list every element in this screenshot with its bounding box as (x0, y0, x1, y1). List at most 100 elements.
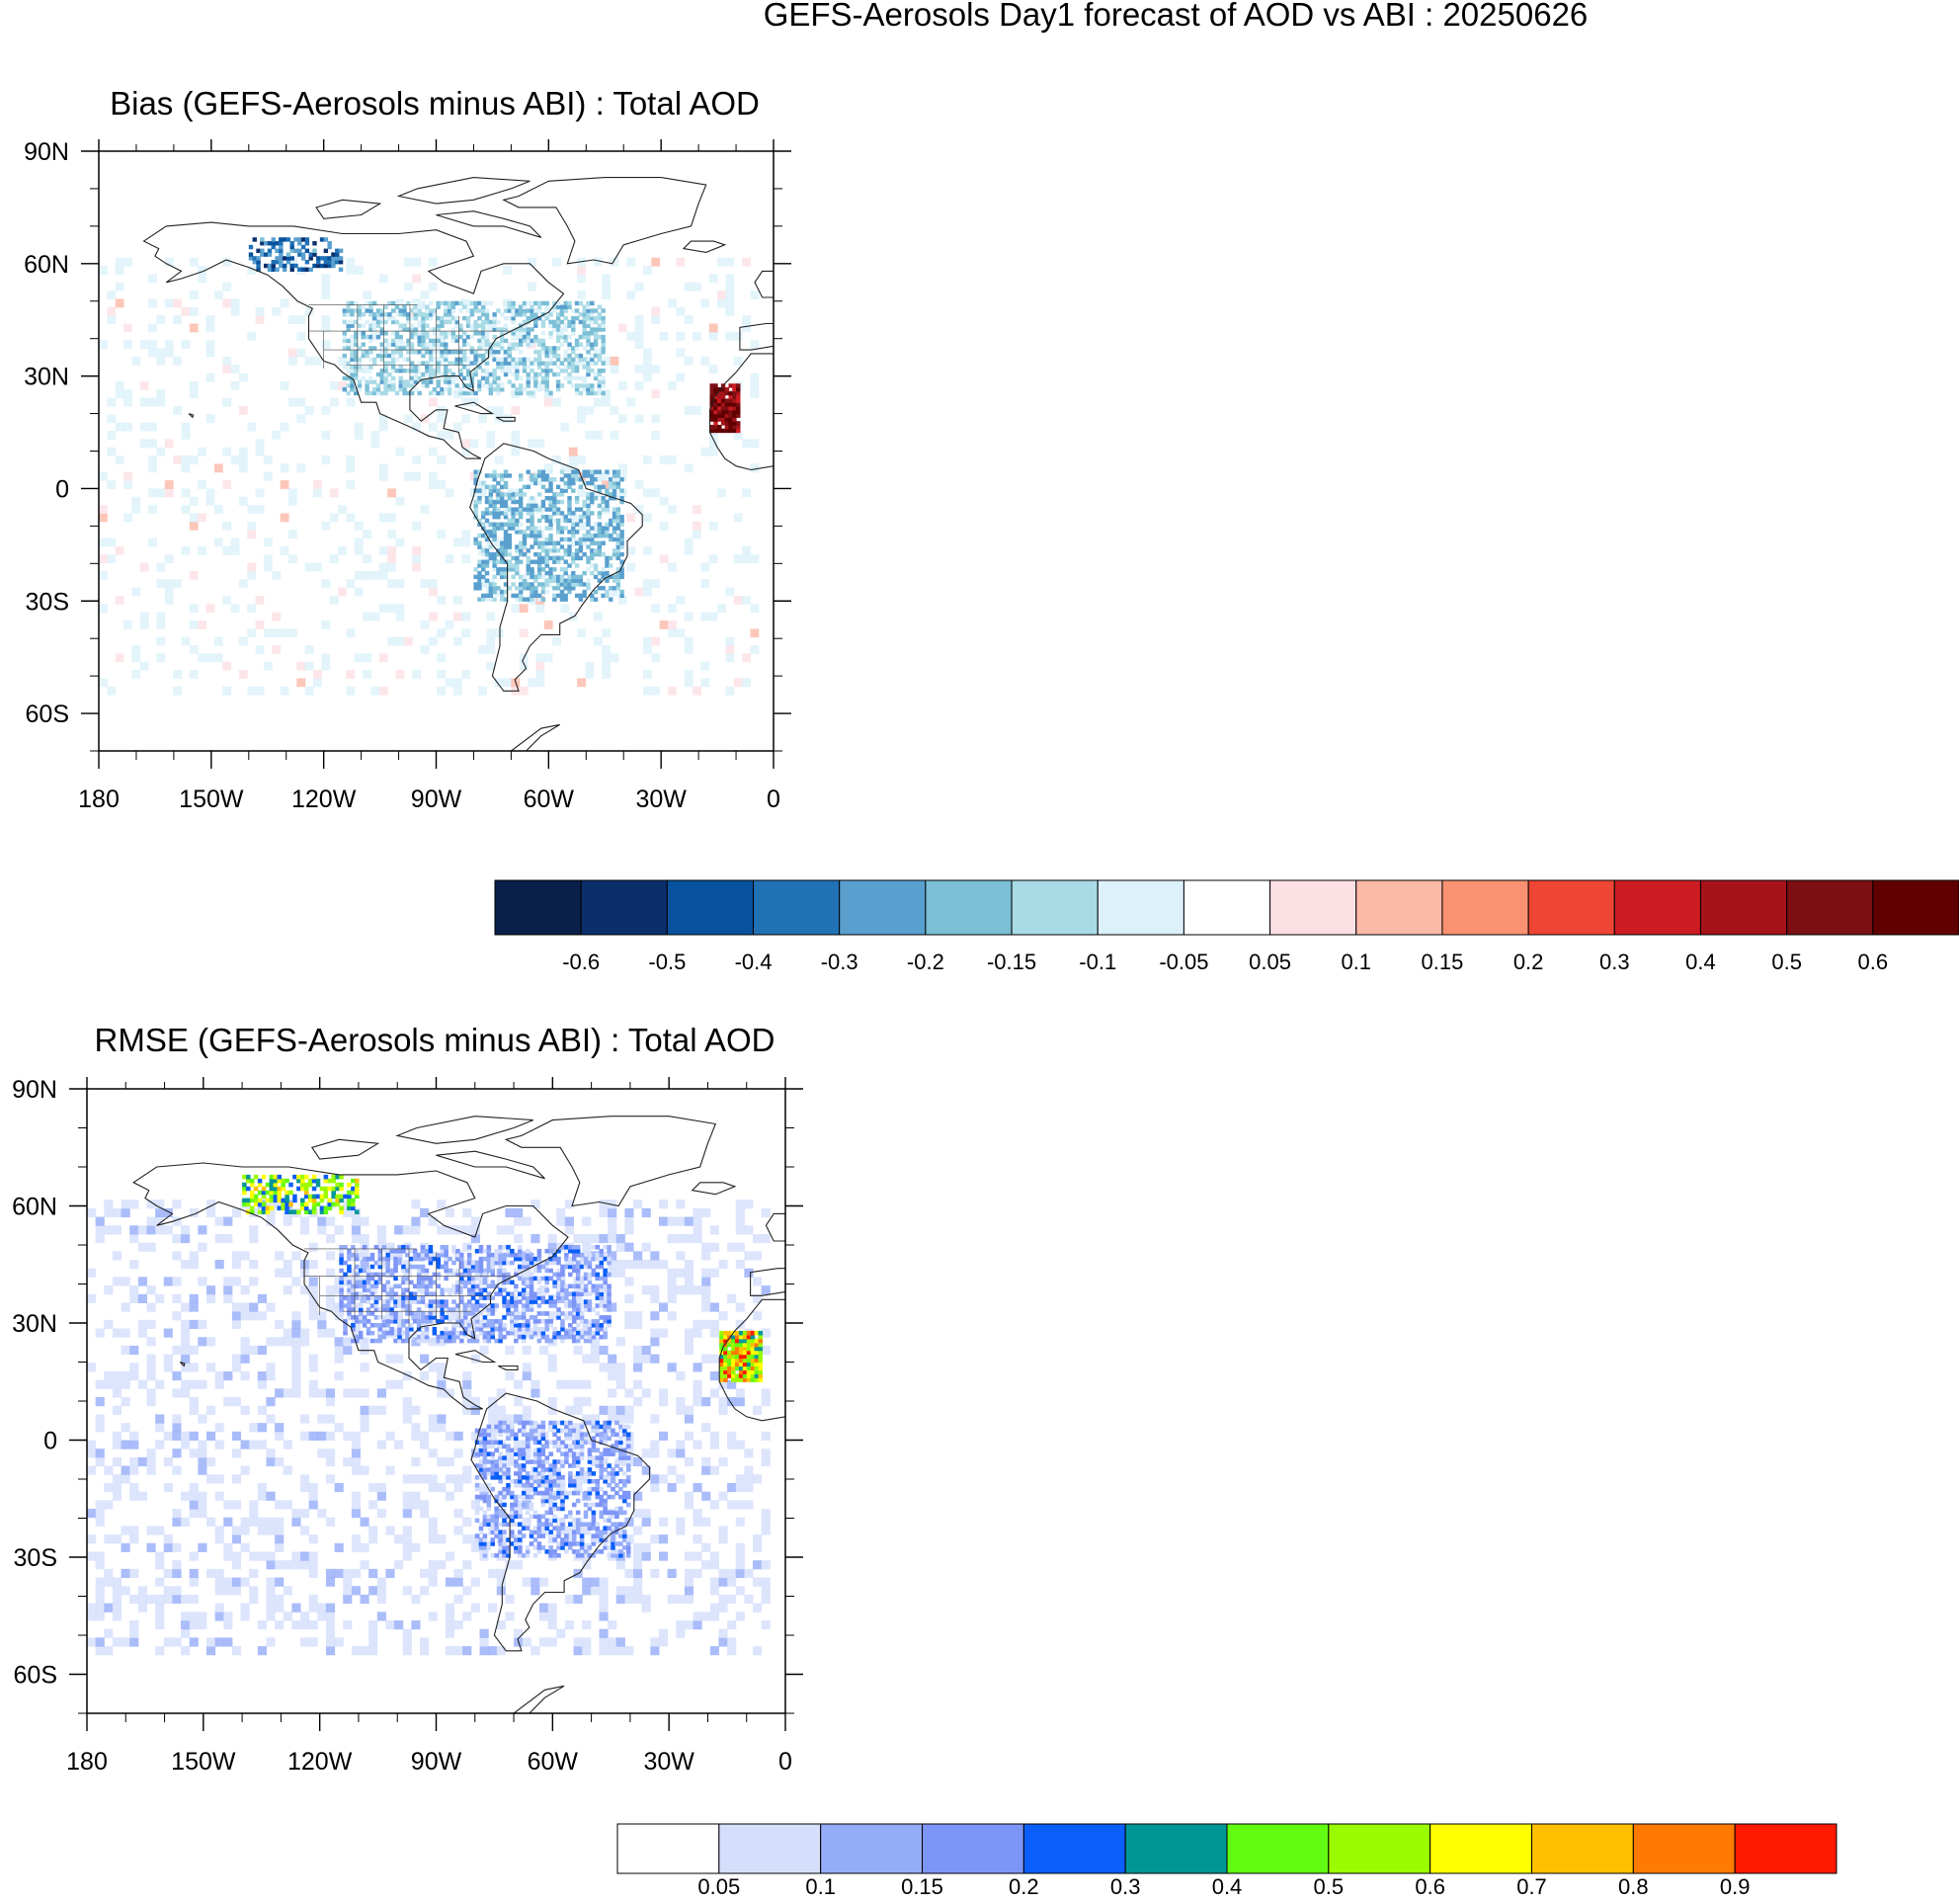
colorbar-label: 0.5 (1314, 1874, 1345, 1899)
colorbar-label: -0.4 (735, 950, 773, 974)
colorbar-swatch (1872, 879, 1959, 936)
bias-colorbar: -0.6 -0.5 -0.4 -0.3 -0.2 -0.15 -0.1 -0.05 0.05 0.… (494, 879, 1959, 974)
colorbar-label: -0.6 (562, 950, 600, 974)
colorbar-label: 0.1 (805, 1874, 836, 1899)
x-tick-label: 60W (528, 1748, 579, 1776)
x-tick-label: 90W (411, 1748, 462, 1776)
colorbar-label: 0.6 (1858, 950, 1889, 974)
y-tick-label: 30S (26, 588, 69, 616)
colorbar-label: 0.6 (1415, 1874, 1445, 1899)
colorbar-label: -0.1 (1079, 950, 1116, 974)
feature-us-and-western-atlantic-plume (339, 1245, 612, 1344)
x-tick-label: 60W (524, 786, 575, 813)
feature-amazon-south-america (474, 1420, 631, 1558)
x-tick-label: 0 (778, 1748, 792, 1776)
colorbar-label: 0.2 (1513, 950, 1544, 974)
y-tick-label: 60S (26, 701, 69, 728)
colorbar-swatch (1429, 1823, 1532, 1874)
colorbar-label: 0.15 (901, 1874, 943, 1899)
colorbar-label: -0.2 (907, 950, 944, 974)
rmse-panel: RMSE (GEFS-Aerosols minus ABI) : Total A… (12, 1022, 1837, 1899)
y-tick-label: 30N (24, 364, 69, 391)
feature-alaska-canada-smoke-band (248, 237, 344, 272)
colorbar-swatch (753, 879, 841, 936)
colorbar-swatch (1699, 879, 1788, 936)
figure-title: GEFS-Aerosols Day1 forecast of AOD vs AB… (764, 0, 1589, 33)
colorbar-label: 0.8 (1618, 1874, 1649, 1899)
colorbar-label: -0.5 (648, 950, 686, 974)
x-tick-label: 90W (411, 786, 462, 813)
colorbar-label: -0.3 (821, 950, 858, 974)
colorbar-label: 0.3 (1110, 1874, 1141, 1899)
colorbar-label: 0.7 (1516, 1874, 1547, 1899)
y-tick-label: 90N (24, 138, 69, 166)
y-tick-label: 0 (43, 1428, 57, 1455)
x-tick-label: 180 (78, 786, 120, 813)
x-tick-label: 120W (291, 786, 357, 813)
colorbar-swatch (839, 879, 927, 936)
aod-pixel-layer (87, 1174, 771, 1656)
colorbar-swatch (1613, 879, 1701, 936)
y-tick-label: 30S (14, 1544, 57, 1572)
colorbar-swatch (1226, 1823, 1330, 1874)
colorbar-swatch (1531, 1823, 1634, 1874)
colorbar-swatch (718, 1823, 822, 1874)
colorbar-label: 0.3 (1599, 950, 1630, 974)
colorbar-swatch (922, 1823, 1024, 1874)
colorbar-label: 0.05 (697, 1874, 740, 1899)
y-tick-label: 60S (14, 1662, 57, 1690)
colorbar-swatch (1786, 879, 1874, 936)
colorbar-label: 0.2 (1009, 1874, 1039, 1899)
colorbar-swatch (580, 879, 668, 936)
colorbar-swatch (494, 879, 582, 936)
x-tick-label: 180 (66, 1748, 108, 1776)
feature-alaska-canada-smoke-band (242, 1174, 360, 1214)
x-tick-label: 120W (287, 1748, 353, 1776)
rmse-colorbar: 0.05 0.1 0.15 0.2 0.3 0.4 0.5 0.6 0.7 0.8 0.9 (616, 1823, 1837, 1899)
colorbar-label: 0.1 (1341, 950, 1371, 974)
colorbar-swatch (1734, 1823, 1837, 1874)
bias-axes: 180 150W 120W 90W 60W 30W 0 90N 60N 30N 0 30S 60S (24, 138, 791, 813)
map-background (87, 1089, 785, 1713)
x-tick-label: 150W (179, 786, 244, 813)
x-tick-label: 0 (767, 786, 780, 813)
colorbar-label: 0.05 (1249, 950, 1291, 974)
colorbar-swatch (1328, 1823, 1431, 1874)
rmse-axes: 180 150W 120W 90W 60W 30W 0 90N 60N 30N 0 30S 60S (12, 1076, 803, 1776)
colorbar-swatch (1441, 879, 1529, 936)
state-boundaries (303, 1248, 515, 1327)
state-boundaries (308, 304, 512, 380)
y-tick-label: 60N (12, 1194, 57, 1221)
coastline-layer (142, 177, 774, 751)
colorbar-swatch (1269, 879, 1357, 936)
colorbar-swatch (925, 879, 1013, 936)
colorbar-label: -0.05 (1159, 950, 1208, 974)
colorbar-swatch (1097, 879, 1184, 936)
colorbar-swatch (820, 1823, 924, 1874)
feature-us-and-western-atlantic-plume (342, 300, 606, 396)
bias-panel-title: Bias (GEFS-Aerosols minus ABI) : Total A… (110, 85, 760, 122)
y-tick-label: 0 (55, 475, 69, 503)
x-tick-label: 30W (635, 786, 687, 813)
colorbar-label: 0.9 (1720, 1874, 1751, 1899)
x-tick-label: 150W (171, 1748, 236, 1776)
colorbar-swatch (1355, 879, 1443, 936)
y-tick-label: 90N (12, 1076, 57, 1104)
y-tick-label: 60N (24, 251, 69, 279)
rmse-map-area (87, 1089, 785, 1713)
colorbar-label: 0.4 (1685, 950, 1716, 974)
colorbar-label: -0.15 (987, 950, 1036, 974)
colorbar-swatch (1124, 1823, 1228, 1874)
colorbar-swatch (1527, 879, 1615, 936)
colorbar-label: 0.4 (1212, 1874, 1243, 1899)
colorbar-label: 0.15 (1422, 950, 1464, 974)
x-tick-label: 30W (643, 1748, 694, 1776)
colorbar-label: 0.5 (1771, 950, 1802, 974)
coastline-layer (132, 1116, 785, 1713)
rmse-panel-title: RMSE (GEFS-Aerosols minus ABI) : Total A… (95, 1022, 775, 1058)
colorbar-swatch (1183, 879, 1271, 936)
colorbar-swatch (616, 1823, 720, 1874)
aod-pixel-layer (99, 237, 760, 696)
colorbar-swatch (666, 879, 755, 936)
